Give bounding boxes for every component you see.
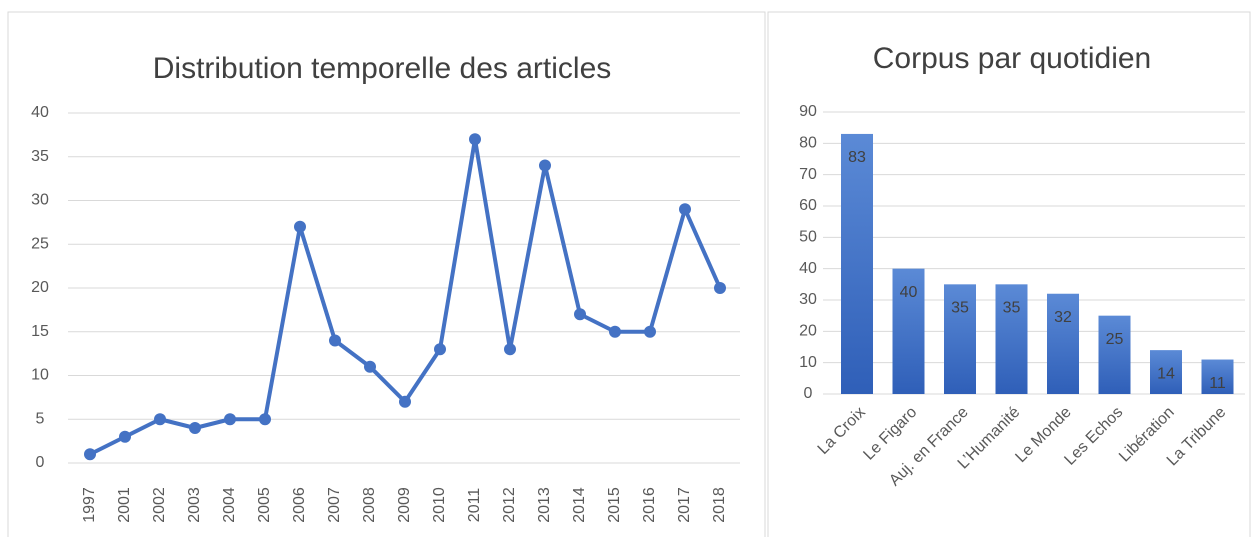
marker	[399, 395, 411, 408]
x-tick-label: 2010	[431, 487, 448, 523]
chart-title: Distribution temporelle des articles	[153, 52, 612, 85]
y-tick-label: 0	[804, 385, 813, 402]
y-tick-label: 90	[799, 103, 817, 120]
y-tick-label: 15	[31, 323, 49, 340]
marker	[574, 308, 586, 321]
y-tick-label: 10	[31, 367, 49, 384]
x-tick-label: 2011	[466, 488, 483, 523]
x-tick-label: 2005	[256, 487, 273, 523]
data-label: 14	[1157, 365, 1175, 382]
y-tick-label: 20	[799, 323, 817, 340]
bar	[944, 284, 976, 394]
chart-title: Corpus par quotidien	[873, 42, 1152, 75]
marker	[154, 413, 166, 426]
bar	[1150, 350, 1182, 394]
y-tick-label: 0	[36, 454, 45, 471]
marker	[189, 422, 201, 434]
x-tick-label: 2016	[641, 487, 658, 523]
data-label: 35	[951, 300, 969, 317]
data-label: 32	[1054, 309, 1072, 326]
x-tick-label: 2014	[571, 487, 588, 523]
marker	[119, 430, 131, 443]
x-tick-label: 2018	[711, 487, 728, 523]
bar	[995, 284, 1028, 394]
y-tick-label: 60	[799, 197, 817, 214]
x-tick-label: 2003	[186, 487, 203, 523]
y-tick-label: 50	[799, 229, 817, 246]
y-tick-label: 25	[31, 235, 49, 252]
data-label: 35	[1003, 300, 1021, 317]
bar	[1201, 359, 1234, 394]
y-tick-label: 40	[31, 104, 49, 121]
marker	[714, 282, 726, 294]
marker	[469, 133, 481, 146]
marker	[609, 325, 621, 338]
x-tick-label: 2013	[536, 487, 553, 523]
bar	[892, 268, 925, 394]
marker	[329, 334, 341, 347]
bar	[1047, 293, 1079, 394]
bar	[841, 133, 873, 394]
data-label: 25	[1106, 331, 1124, 348]
y-tick-label: 35	[31, 148, 49, 165]
x-tick-label: 2017	[676, 487, 693, 523]
marker	[434, 343, 446, 356]
panel	[7, 11, 766, 537]
marker	[224, 413, 236, 426]
x-tick-label: La Croix	[815, 404, 869, 458]
x-tick-label: 2008	[361, 487, 378, 523]
data-label: 11	[1209, 375, 1226, 392]
y-tick-label: 30	[31, 192, 49, 209]
y-tick-label: 40	[799, 260, 817, 277]
y-tick-label: 80	[799, 135, 817, 152]
x-tick-label: 2009	[396, 487, 413, 523]
marker	[364, 360, 376, 373]
x-tick-label: 2001	[116, 487, 133, 523]
y-tick-label: 10	[799, 354, 817, 371]
marker	[294, 220, 306, 233]
x-tick-label: 2007	[326, 487, 343, 523]
panel	[767, 11, 1251, 537]
marker	[539, 159, 551, 172]
marker	[644, 325, 656, 338]
x-tick-label: 2015	[606, 487, 623, 523]
x-tick-label: 2006	[291, 487, 308, 523]
data-label: 40	[900, 284, 918, 301]
marker	[259, 413, 271, 426]
x-tick-label: 2002	[151, 487, 168, 523]
y-tick-label: 20	[31, 279, 49, 296]
marker	[84, 448, 96, 461]
y-tick-label: 5	[36, 410, 45, 427]
marker	[504, 343, 516, 356]
x-tick-label: 2012	[501, 487, 518, 523]
data-label: 83	[848, 149, 866, 166]
x-tick-label: 1997	[81, 487, 98, 523]
x-tick-label: 2004	[221, 487, 238, 523]
y-tick-label: 30	[799, 291, 817, 308]
bar	[1098, 315, 1131, 394]
y-tick-label: 70	[799, 166, 817, 183]
marker	[679, 203, 691, 216]
